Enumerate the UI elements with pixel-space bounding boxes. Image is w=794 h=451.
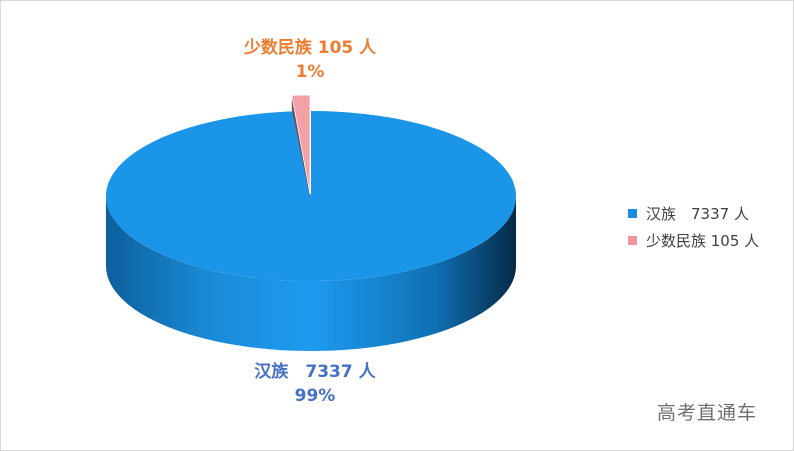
legend-item-han[interactable]: 汉族 7337 人	[628, 200, 759, 227]
pie-slice-han	[106, 111, 517, 282]
legend: 汉族 7337 人 少数民族 105 人	[628, 200, 759, 254]
label-percent: 1%	[295, 62, 325, 82]
legend-swatch	[628, 236, 637, 245]
legend-text: 汉族 7337 人	[646, 205, 749, 223]
watermark: 高考直通车	[657, 402, 758, 424]
label-text: 汉族 7337 人	[254, 362, 376, 382]
pie-side-han	[106, 196, 516, 351]
label-text: 少数民族 105 人	[243, 38, 377, 58]
legend-text: 少数民族 105 人	[646, 232, 760, 250]
legend-item-minority[interactable]: 少数民族 105 人	[628, 227, 759, 254]
data-label-han: 汉族 7337 人 99%	[205, 360, 425, 408]
label-percent: 99%	[294, 386, 336, 406]
pie-slice-minority	[291, 94, 311, 195]
data-label-minority: 少数民族 105 人 1%	[200, 36, 420, 84]
legend-swatch	[628, 209, 637, 218]
